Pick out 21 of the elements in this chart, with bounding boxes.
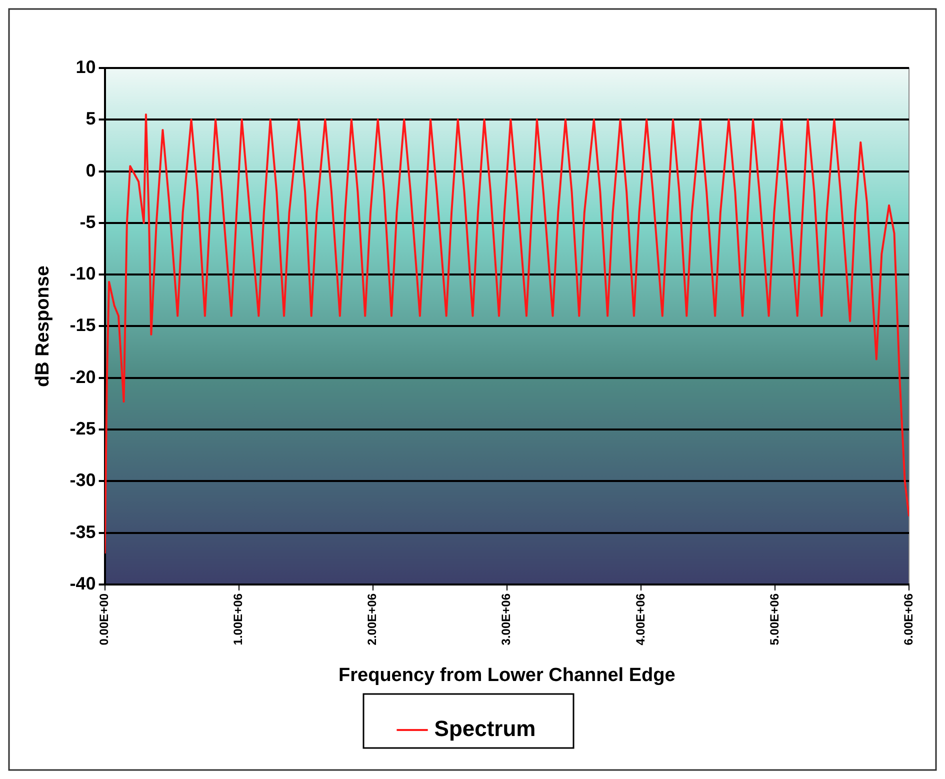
y-tick-label: -5 — [80, 212, 96, 232]
y-tick-label: -10 — [70, 264, 96, 284]
x-tick-label: 3.00E+06 — [499, 593, 514, 646]
x-tick-label: 0.00E+00 — [97, 593, 112, 646]
y-axis-title: dB Response — [32, 266, 54, 387]
y-tick-label: -40 — [70, 573, 96, 594]
y-tick-label: -25 — [70, 418, 96, 439]
x-tick-label: 4.00E+06 — [633, 593, 648, 646]
x-axis-title: Frequency from Lower Channel Edge — [338, 664, 676, 686]
x-tick-label: 1.00E+06 — [231, 593, 246, 646]
y-tick-label: 5 — [86, 108, 96, 129]
y-tick-label: -15 — [70, 315, 96, 336]
x-tick-label: 6.00E+06 — [901, 593, 916, 646]
y-tick-label: -20 — [70, 366, 96, 387]
legend-label: Spectrum — [434, 716, 536, 742]
y-tick-label: 0 — [86, 160, 96, 180]
x-tick-label: 2.00E+06 — [365, 593, 380, 646]
y-tick-label: -30 — [70, 470, 96, 490]
y-tick-label: -35 — [70, 522, 96, 542]
x-tick-label: 5.00E+06 — [767, 593, 782, 646]
y-tick-label: 10 — [76, 56, 96, 77]
